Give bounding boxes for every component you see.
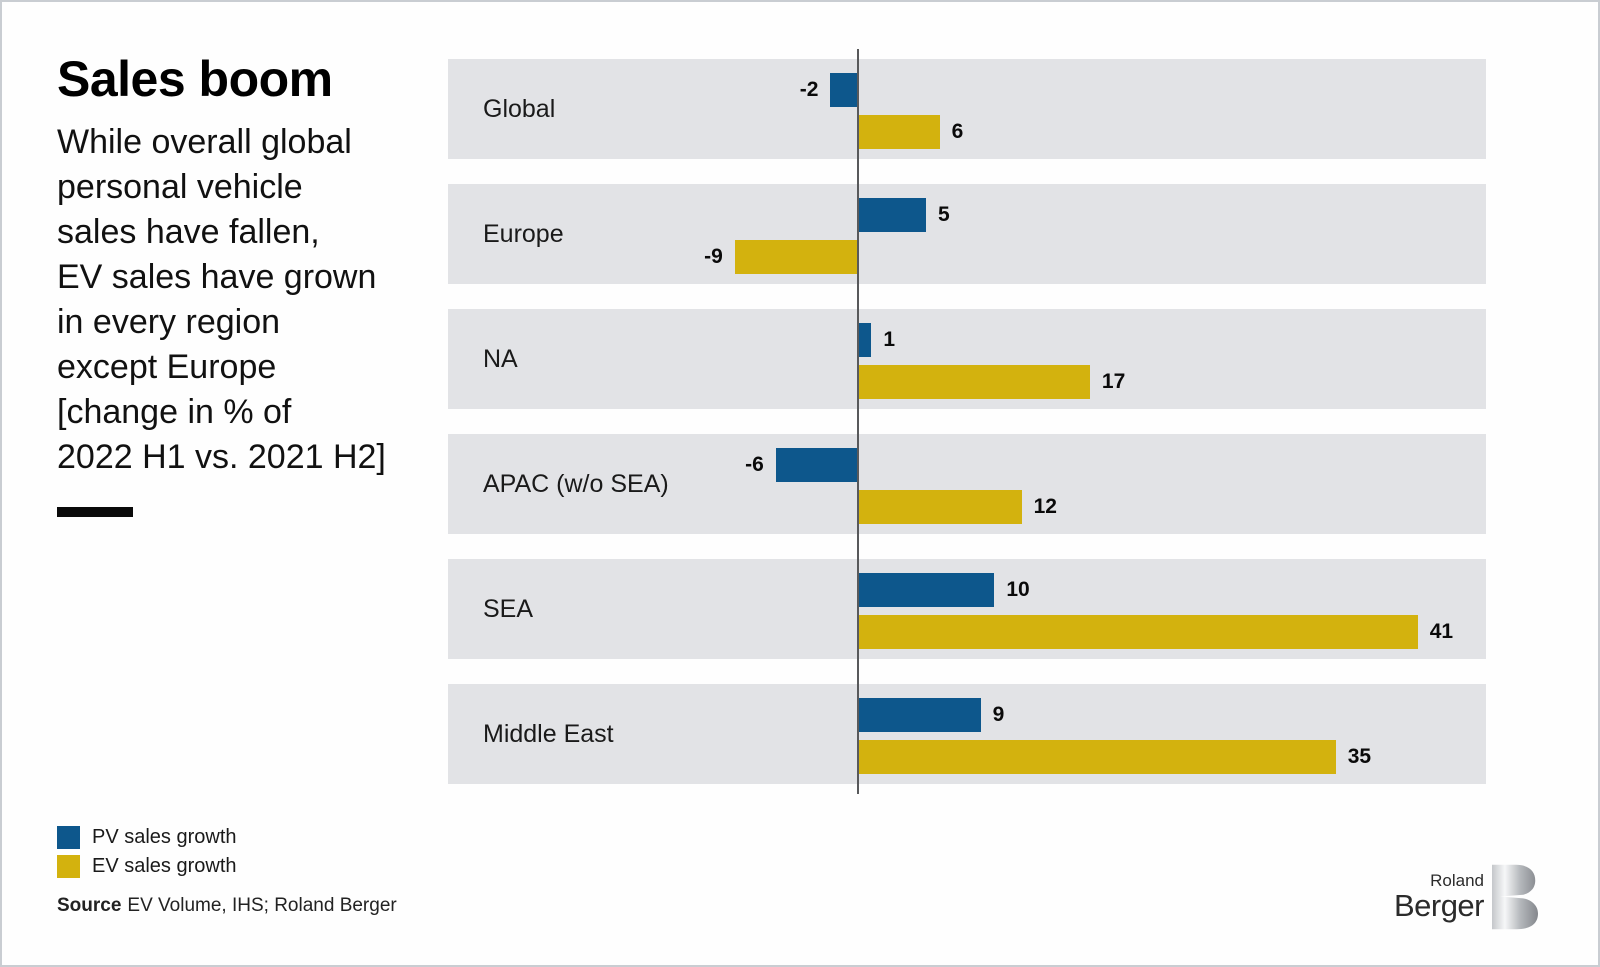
chart-row-band: Global -2 6 (448, 59, 1486, 159)
chart-row-band: SEA 10 41 (448, 559, 1486, 659)
legend-swatch (57, 826, 80, 849)
value-label: 1 (883, 328, 896, 351)
source-note: Source EV Volume, IHS; Roland Berger (57, 895, 397, 917)
zero-axis-line (856, 49, 859, 794)
category-label: APAC (w/o SEA) (483, 469, 669, 498)
chart-legend: PV sales growth EV sales growth (57, 826, 237, 884)
ev-bar (857, 115, 940, 149)
chart-row-band: Middle East 9 35 (448, 684, 1486, 784)
chart-row-band: NA 1 17 (448, 309, 1486, 409)
subtitle-line: personal vehicle (57, 168, 303, 206)
ev-bar (734, 240, 858, 274)
source-text: EV Volume, IHS; Roland Berger (127, 895, 397, 916)
category-label: Global (483, 94, 556, 123)
ev-bar (857, 615, 1418, 649)
subtitle-line: in every region (57, 303, 281, 341)
value-label: 12 (1033, 495, 1057, 518)
subtitle-line: except Europe (57, 348, 277, 386)
legend-label: EV sales growth (92, 855, 237, 877)
roland-berger-wordmark: Roland Berger (1393, 871, 1485, 923)
category-label: NA (483, 344, 518, 373)
logo-roland-text: Roland (1430, 871, 1484, 890)
value-label: 10 (1006, 578, 1030, 601)
value-label: -9 (704, 245, 723, 268)
legend-label: PV sales growth (92, 826, 237, 848)
pv-bar (857, 573, 995, 607)
roland-berger-logo: Roland Berger (1394, 864, 1538, 930)
value-label: 9 (992, 703, 1005, 726)
pv-bar (857, 698, 981, 732)
category-label: Middle East (483, 719, 614, 748)
legend-item: PV sales growth (57, 826, 237, 849)
value-label: -2 (799, 78, 819, 101)
ev-bar (857, 490, 1022, 524)
pv-bar (775, 448, 858, 482)
value-label: 5 (938, 203, 950, 226)
divider-dash (57, 507, 133, 517)
chart-subtitle: While overall global personal vehicle sale… (57, 120, 386, 480)
value-label: 41 (1429, 620, 1454, 643)
value-label: 6 (951, 120, 964, 143)
pv-bar (830, 73, 858, 107)
roland-berger-b-icon (1492, 864, 1538, 930)
value-label: -6 (745, 453, 764, 476)
subtitle-line: 2022 H1 vs. 2021 H2] (57, 438, 386, 476)
pv-bar (857, 198, 927, 232)
page-title: Sales boom (57, 51, 333, 107)
subtitle-line: While overall global (57, 123, 352, 161)
chart-row-band: Europe 5 -9 (448, 184, 1486, 284)
ev-bar (857, 740, 1336, 774)
bar-chart: Global -2 6 Europe 5 -9 NA 1 17 APAC (w/o SEA) -6 1… (448, 49, 1486, 794)
ev-bar (857, 365, 1090, 399)
legend-item: EV sales growth (57, 855, 237, 878)
chart-row-band: APAC (w/o SEA) -6 12 (448, 434, 1486, 534)
value-label: 35 (1347, 745, 1372, 768)
subtitle-line: [change in % of (57, 393, 292, 431)
source-label: Source (57, 895, 122, 916)
category-label: SEA (483, 594, 534, 623)
subtitle-line: sales have fallen, (57, 213, 320, 251)
logo-berger-text: Berger (1393, 888, 1485, 923)
category-label: Europe (483, 219, 564, 248)
legend-swatch (57, 855, 80, 878)
value-label: 17 (1101, 370, 1126, 393)
subtitle-line: EV sales have grown (57, 258, 377, 296)
pv-bar (857, 323, 872, 357)
